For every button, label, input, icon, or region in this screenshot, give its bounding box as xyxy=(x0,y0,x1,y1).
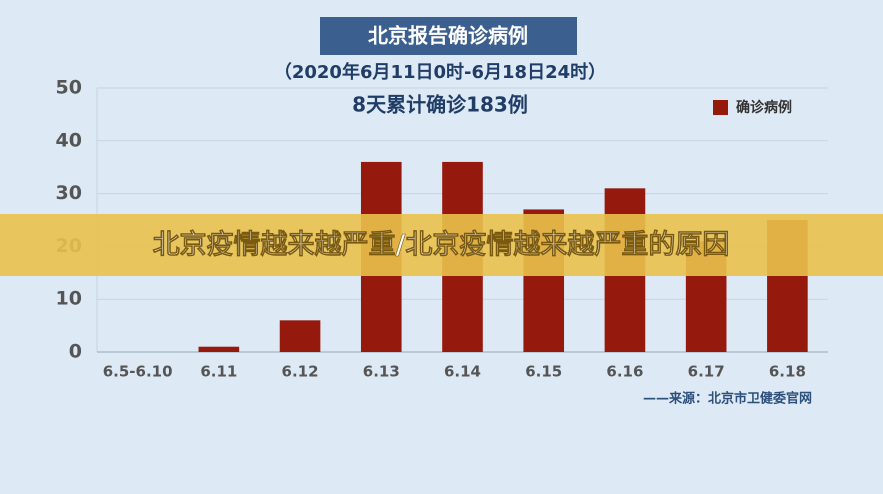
y-tick-label: 30 xyxy=(56,182,82,204)
x-tick-label: 6.11 xyxy=(200,363,237,381)
title-box xyxy=(320,17,577,55)
x-tick-label: 6.14 xyxy=(444,363,481,381)
source: ——来源：北京市卫健委官网 xyxy=(643,391,812,407)
x-tick-label: 6.12 xyxy=(282,363,319,381)
y-tick-label: 40 xyxy=(56,129,82,151)
y-tick-label: 10 xyxy=(56,288,82,310)
banner-bg xyxy=(0,214,883,276)
bar xyxy=(279,320,321,352)
chart-title: 北京报告确诊病例 xyxy=(368,24,528,48)
legend-swatch xyxy=(713,100,728,115)
chart-subtitle: （2020年6月11日0时-6月18日24时） xyxy=(274,61,606,83)
bar xyxy=(198,346,240,352)
x-tick-label: 6.16 xyxy=(606,363,643,381)
y-tick-label: 0 xyxy=(69,341,82,363)
banner: 北京疫情越来越严重/北京疫情越来越严重的原因 xyxy=(153,229,730,261)
x-tick-label: 6.13 xyxy=(363,363,400,381)
x-tick-label: 6.15 xyxy=(525,363,562,381)
legend-label: 确诊病例 xyxy=(736,99,792,116)
x-tick-label: 6.5-6.10 xyxy=(103,363,173,381)
y-tick-label: 50 xyxy=(56,77,82,99)
annotation: 8天累计确诊183例 xyxy=(352,93,528,117)
x-tick-label: 6.17 xyxy=(688,363,725,381)
x-tick-label: 6.18 xyxy=(769,363,806,381)
